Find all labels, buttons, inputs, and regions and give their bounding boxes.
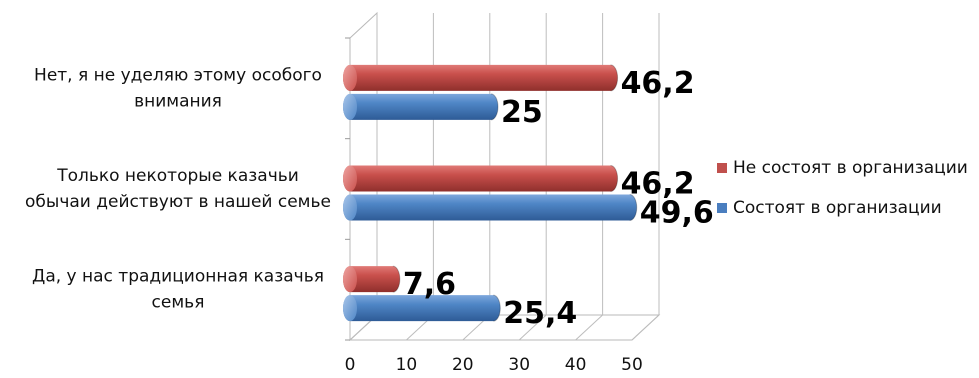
x-tick-label: 40: [565, 355, 587, 375]
bar: [343, 65, 618, 91]
data-label: 25,4: [503, 296, 577, 331]
data-label: 25: [501, 95, 543, 130]
legend-swatch: [717, 163, 727, 173]
x-tick-label: 30: [508, 355, 530, 375]
category-label: Да, у нас традиционная казачья: [32, 267, 324, 287]
category-label: Только некоторые казачьи: [56, 166, 299, 186]
floor-gridline: [576, 315, 603, 340]
legend-label: Состоят в организации: [733, 198, 942, 218]
category-label: обычаи действуют в нашей семье: [25, 192, 331, 212]
category-label: внимания: [134, 91, 222, 111]
tick-labels: 0 10 20 30 40 50: [345, 355, 643, 375]
x-tick-label: 20: [452, 355, 474, 375]
bar-cap: [343, 195, 357, 221]
x-tick-label: 10: [396, 355, 418, 375]
bar: [343, 94, 498, 120]
category-labels: Да, у нас традиционная казачья семья Тольк…: [25, 65, 331, 312]
legend-swatch: [717, 203, 727, 213]
bar: [343, 195, 637, 221]
category-label: Нет, я не уделяю этому особого: [34, 65, 322, 85]
data-label: 46,2: [621, 66, 695, 101]
bar: [343, 166, 618, 192]
category-label: семья: [152, 293, 205, 313]
bar-cap: [343, 166, 357, 192]
data-label: 7,6: [403, 267, 456, 302]
bar-cap: [343, 65, 357, 91]
floor-gridline: [632, 315, 659, 340]
bar-cap: [343, 94, 357, 120]
bar-cap: [343, 295, 357, 321]
x-tick-label: 0: [345, 355, 356, 375]
legend: Не состоят в организации Состоят в органи…: [717, 158, 968, 218]
x-tick-label: 50: [621, 355, 643, 375]
legend-label: Не состоят в организации: [733, 158, 968, 178]
bar-cap: [343, 266, 357, 292]
data-label: 49,6: [640, 196, 714, 231]
